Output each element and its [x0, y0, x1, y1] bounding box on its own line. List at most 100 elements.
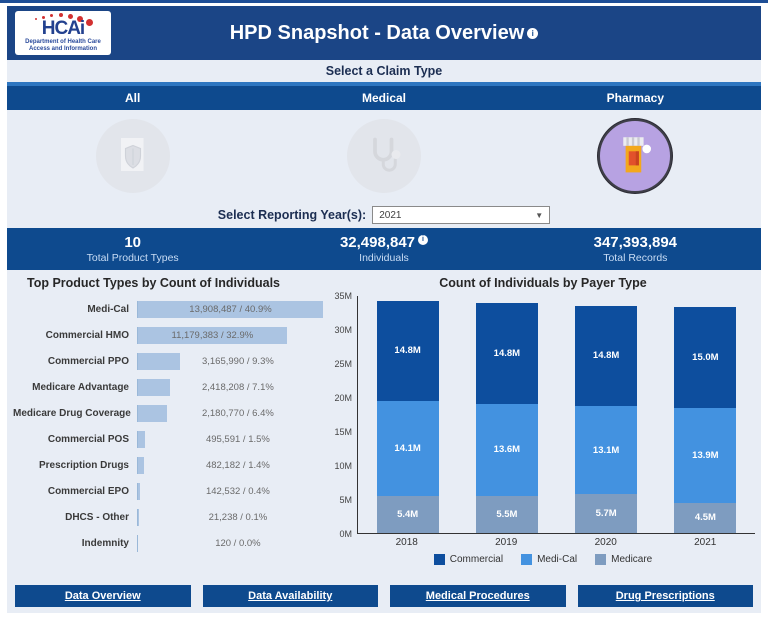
segment-value-label: 14.8M — [394, 345, 421, 357]
category-label: DHCS - Other — [65, 511, 129, 523]
kpi-label: Total Records — [603, 251, 668, 264]
bar-segment-medi-cal[interactable]: 13.6M — [475, 403, 538, 496]
value-label: 120 / 0.0% — [215, 537, 261, 549]
bar-column[interactable]: 14.8M 14.1M 5.4M — [376, 296, 439, 533]
y-axis-tick: 35M — [334, 291, 352, 301]
segment-value-label: 14.8M — [592, 350, 620, 362]
value-bar[interactable] — [138, 456, 145, 474]
bar-segment-medicare[interactable]: 5.5M — [475, 495, 538, 533]
kpi-individuals: 32,498,847 i Individuals — [258, 228, 509, 270]
bar-area: 11,179,383 / 32.9% — [137, 326, 323, 344]
bar-column[interactable]: 15.0M 13.9M 4.5M — [674, 296, 737, 533]
bar-area: 2,180,770 / 6.4% — [137, 404, 323, 422]
y-axis-tick: 20M — [334, 393, 352, 403]
bar-segment-medicare[interactable]: 5.4M — [376, 496, 439, 533]
claim-type-heading: Select a Claim Type — [325, 64, 443, 78]
nav-medical-procedures[interactable]: Medical Procedures — [390, 585, 566, 607]
chart-title: Top Product Types by Count of Individual… — [27, 276, 281, 290]
bar-segment-commercial[interactable]: 14.8M — [475, 303, 538, 404]
hcai-logo: HCAi Department of Health Care Access an… — [15, 11, 111, 55]
x-axis: 2018 2019 2020 2021 — [331, 534, 755, 550]
segment-value-label: 13.6M — [493, 444, 521, 456]
value-bar[interactable] — [138, 326, 287, 344]
product-types-chart: Top Product Types by Count of Individual… — [13, 276, 327, 584]
nav-data-overview[interactable]: Data Overview — [15, 585, 191, 607]
legend-swatch — [595, 553, 607, 565]
legend-swatch — [433, 553, 445, 565]
value-bar[interactable] — [138, 430, 145, 448]
claim-icon-pharmacy[interactable] — [598, 119, 673, 193]
logo-subtext: Department of Health Care Access and Inf… — [25, 39, 101, 52]
tab-medical[interactable]: Medical — [361, 91, 406, 105]
product-bars: Medi-Cal 13,908,487 / 40.9% Commercial HMO… — [13, 296, 327, 556]
shield-document-icon — [120, 138, 144, 171]
y-axis-tick: 0M — [339, 529, 352, 539]
kpi-value: 347,393,894 — [593, 234, 678, 252]
nav-data-availability[interactable]: Data Availability — [202, 585, 378, 607]
category-label: Commercial EPO — [47, 485, 129, 497]
value-bar[interactable] — [138, 378, 171, 396]
bar-segment-commercial[interactable]: 14.8M — [376, 300, 439, 401]
category-label: Medicare Drug Coverage — [13, 407, 131, 419]
tab-pharmacy[interactable]: Pharmacy — [606, 91, 664, 105]
category-label: Indemnity — [81, 537, 129, 549]
value-bar[interactable] — [138, 352, 181, 370]
value-bar[interactable] — [138, 300, 323, 318]
bar-area: 3,165,990 / 9.3% — [137, 352, 323, 370]
bar-segment-medi-cal[interactable]: 14.1M — [376, 400, 439, 497]
bar-segment-commercial[interactable]: 15.0M — [674, 306, 737, 409]
category-label: Medi-Cal — [87, 303, 129, 315]
dashboard: HPD Snapshot - Data Overview i HCAi Depa… — [7, 6, 761, 613]
bar-segment-medicare[interactable]: 4.5M — [674, 502, 737, 533]
product-type-row: Prescription Drugs 482,182 / 1.4% — [13, 452, 327, 478]
year-dropdown[interactable]: 2021 ▼ — [372, 206, 551, 224]
product-type-row: Indemnity 120 / 0.0% — [13, 530, 327, 556]
value-bar[interactable] — [138, 482, 140, 500]
segment-value-label: 4.5M — [694, 512, 716, 524]
product-type-row: Commercial PPO 3,165,990 / 9.3% — [13, 348, 327, 374]
stethoscope-icon — [373, 137, 401, 172]
legend-item[interactable]: Medicare — [595, 553, 653, 565]
kpi-value: 10 — [124, 234, 141, 252]
bar-area: 2,418,208 / 7.1% — [137, 378, 323, 396]
value-bar[interactable] — [138, 404, 167, 422]
product-type-row: Commercial EPO 142,532 / 0.4% — [13, 478, 327, 504]
bar-column[interactable]: 14.8M 13.1M 5.7M — [575, 296, 638, 533]
product-type-row: Medicare Drug Coverage 2,180,770 / 6.4% — [13, 400, 327, 426]
legend-item[interactable]: Commercial — [433, 553, 503, 565]
bar-column[interactable]: 14.8M 13.6M 5.5M — [475, 296, 538, 533]
claim-icon-medical[interactable] — [346, 119, 421, 193]
value-label: 482,182 / 1.4% — [205, 459, 270, 471]
x-axis-label: 2020 — [594, 536, 617, 548]
payer-type-chart: Count of Individuals by Payer Type 35M 30… — [331, 276, 755, 584]
claim-icon-all[interactable] — [95, 119, 170, 193]
x-axis-label: 2021 — [694, 536, 717, 548]
footer-nav: Data Overview Data Availability Medical … — [7, 585, 761, 607]
pill-bottle-icon — [623, 137, 652, 173]
kpi-label: Individuals — [359, 251, 409, 264]
y-axis-tick: 5M — [339, 495, 352, 505]
segment-value-label: 5.4M — [397, 509, 419, 521]
segment-value-label: 15.0M — [692, 352, 719, 364]
legend-item[interactable]: Medi-Cal — [521, 553, 577, 565]
nav-drug-prescriptions[interactable]: Drug Prescriptions — [577, 585, 753, 607]
bar-segment-commercial[interactable]: 14.8M — [575, 305, 638, 406]
bar-segment-medicare[interactable]: 5.7M — [575, 494, 638, 533]
kpi-value: 32,498,847 i — [340, 234, 429, 251]
bar-segment-medi-cal[interactable]: 13.9M — [674, 408, 737, 503]
y-axis-tick: 25M — [334, 359, 352, 369]
y-axis-tick: 15M — [334, 427, 352, 437]
value-label: 495,591 / 1.5% — [205, 433, 270, 445]
y-axis: 35M 30M 25M 20M 15M 10M 5M 0M — [331, 291, 357, 539]
bar-segment-medi-cal[interactable]: 13.1M — [575, 405, 638, 495]
individuals-info-icon[interactable]: i — [418, 235, 429, 246]
bar-area: 120 / 0.0% — [137, 534, 323, 552]
title-info-icon[interactable]: i — [527, 27, 539, 39]
value-label: 2,180,770 / 6.4% — [201, 407, 274, 419]
claim-type-icons — [7, 110, 761, 202]
tab-all[interactable]: All — [124, 91, 141, 105]
product-type-row: Commercial POS 495,591 / 1.5% — [13, 426, 327, 452]
bar-area: 142,532 / 0.4% — [137, 482, 323, 500]
legend-label: Medicare — [611, 553, 653, 565]
kpi-label: Total Product Types — [86, 251, 179, 264]
